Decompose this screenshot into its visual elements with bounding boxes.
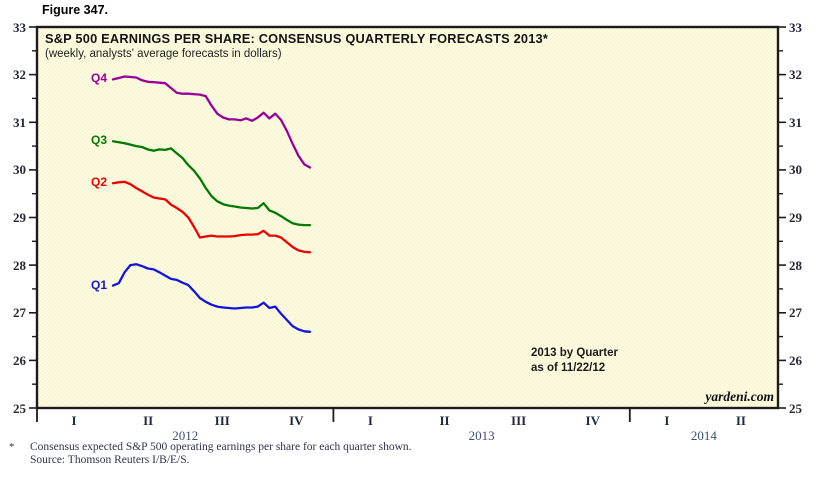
series-line-q4 [111, 75, 312, 169]
y-axis-label-right: 30 [789, 162, 802, 178]
series-line-q3 [111, 140, 312, 227]
x-year-label: 2013 [468, 428, 495, 443]
series-label-q3: Q3 [91, 133, 108, 148]
x-quarter-label: II [439, 413, 450, 428]
x-year-label: 2012 [172, 428, 199, 443]
x-quarter-label: III [511, 413, 527, 428]
annotation-line-1: 2013 by Quarter [531, 347, 618, 359]
y-axis-label-right: 31 [789, 114, 802, 130]
y-axis-label-left: 32 [13, 67, 26, 83]
y-axis-label-left: 27 [13, 305, 26, 321]
yardeni-watermark: yardeni.com [705, 389, 774, 404]
x-quarter-label: I [71, 413, 77, 428]
y-axis-label-left: 31 [13, 114, 26, 130]
x-year-label: 2014 [690, 428, 717, 443]
series-label-q4: Q4 [91, 71, 108, 86]
y-axis-label-right: 25 [789, 400, 802, 416]
y-axis-label-left: 29 [13, 210, 26, 225]
y-axis-label-right: 28 [789, 257, 802, 273]
series-line-q1 [111, 263, 312, 333]
y-axis-label-left: 30 [13, 162, 26, 178]
y-axis-label-right: 33 [789, 19, 802, 35]
series-line-q2 [111, 180, 312, 254]
series-label-q2: Q2 [91, 175, 108, 190]
x-quarter-label: II [143, 413, 154, 428]
y-axis-label-right: 27 [789, 305, 802, 321]
x-quarter-label: I [664, 413, 670, 428]
annotation-line-2: as of 11/22/12 [531, 362, 606, 374]
series-label-q1: Q1 [91, 277, 108, 292]
y-axis-label-left: 25 [13, 400, 26, 416]
x-quarter-label: IV [289, 413, 304, 428]
as-of-annotation: 2013 by Quarter as of 11/22/12 [531, 346, 618, 376]
chart-title: S&P 500 EARNINGS PER SHARE: CONSENSUS QU… [45, 31, 549, 46]
y-axis-label-left: 33 [13, 19, 26, 35]
y-axis-label-left: 28 [13, 257, 26, 273]
x-quarter-label: IV [585, 413, 600, 428]
y-axis-label-right: 32 [789, 67, 802, 83]
x-quarter-label: II [735, 413, 746, 428]
chart-subtitle: (weekly, analysts' average forecasts in … [45, 48, 282, 60]
x-quarter-label: III [214, 413, 230, 428]
y-axis-label-left: 26 [13, 352, 26, 368]
footnote-text: Consensus expected S&P 500 operating ear… [30, 441, 412, 466]
figure-number-label: Figure 347. [42, 3, 108, 17]
x-quarter-label: I [367, 413, 373, 428]
footnote-line-1: Consensus expected S&P 500 operating ear… [30, 441, 412, 453]
y-axis-label-right: 29 [789, 210, 802, 225]
footnote-marker: * [9, 441, 15, 453]
footnote-line-2: Source: Thomson Reuters I/B/E/S. [30, 453, 190, 466]
y-axis-label-right: 26 [789, 352, 802, 368]
